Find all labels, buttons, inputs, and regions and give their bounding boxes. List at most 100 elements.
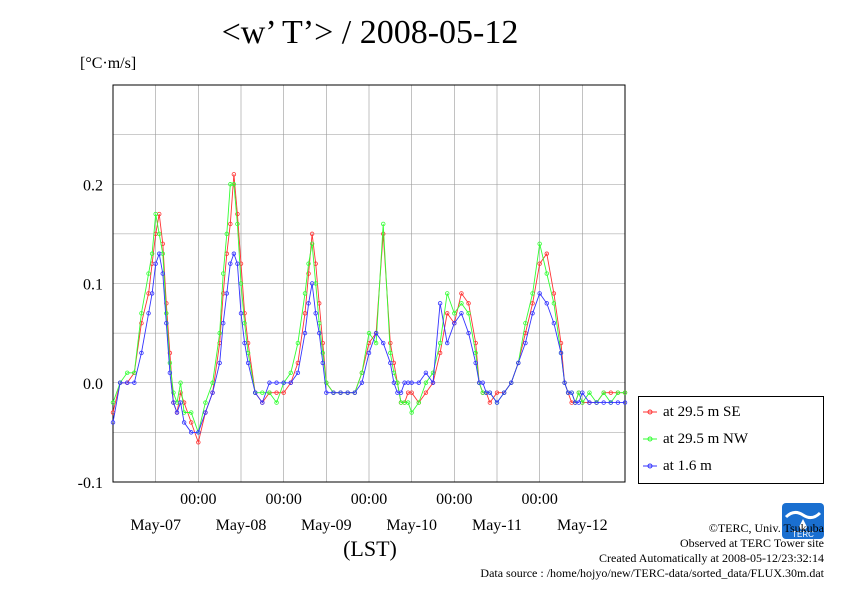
x-date-label: May-12	[557, 517, 608, 534]
data-point-low	[608, 400, 613, 405]
legend-item-se: at 29.5 m SE	[643, 401, 741, 423]
data-point-low	[569, 390, 574, 395]
data-point-low	[423, 370, 429, 376]
data-point-se	[309, 231, 315, 237]
data-point-se	[189, 420, 194, 425]
data-point-se	[302, 311, 308, 316]
data-point-nw	[210, 380, 215, 385]
data-point-low	[509, 380, 514, 385]
data-point-low	[153, 261, 158, 266]
data-point-low	[366, 350, 372, 356]
data-point-se	[235, 211, 240, 217]
data-point-se	[409, 390, 414, 395]
legend-label-se: at 29.5 m SE	[663, 403, 741, 420]
x-tick-label: 00:00	[351, 491, 387, 508]
data-point-nw	[167, 360, 173, 366]
data-point-low	[459, 311, 464, 316]
data-point-se	[231, 172, 237, 177]
credits: ©TERC, Univ. Tsukuba Observed at TERC To…	[480, 521, 824, 581]
data-point-se	[437, 350, 443, 356]
data-point-low	[501, 390, 507, 395]
data-point-nw	[302, 291, 308, 296]
grid-lines	[113, 85, 625, 482]
data-point-nw	[537, 241, 542, 246]
data-point-low	[217, 360, 222, 366]
data-point-se	[306, 271, 311, 276]
data-point-low	[373, 330, 379, 336]
data-point-nw	[260, 390, 265, 395]
data-point-low	[544, 301, 549, 306]
data-point-low	[203, 410, 208, 415]
data-point-nw	[309, 241, 315, 246]
data-point-nw	[437, 340, 443, 346]
data-point-nw	[178, 380, 183, 385]
data-point-nw	[153, 211, 158, 217]
data-point-nw	[203, 400, 208, 405]
data-point-low	[295, 370, 301, 376]
data-point-low	[302, 330, 308, 336]
data-point-se	[459, 291, 464, 296]
data-point-low	[494, 400, 500, 405]
data-point-nw	[149, 251, 155, 256]
data-point-low	[171, 400, 176, 405]
data-point-low	[580, 390, 585, 395]
x-tick-label: 00:00	[265, 491, 301, 508]
data-point-nw	[459, 301, 464, 306]
data-point-low	[288, 380, 293, 385]
data-point-low	[445, 340, 450, 346]
data-point-se	[608, 390, 613, 395]
data-point-nw	[164, 311, 169, 316]
data-point-low	[452, 321, 457, 326]
data-point-nw	[224, 231, 229, 237]
data-point-nw	[405, 400, 411, 405]
data-point-low	[149, 291, 155, 296]
data-point-nw	[466, 311, 471, 316]
chart-title: <w’ T’> / 2008-05-12	[221, 14, 519, 51]
data-point-nw	[295, 340, 301, 346]
x-tick-label: 00:00	[180, 491, 216, 508]
data-point-nw	[551, 301, 557, 306]
data-point-nw	[388, 350, 393, 356]
data-point-se	[487, 400, 493, 405]
data-point-low	[388, 360, 393, 366]
y-tick-label: -0.1	[78, 475, 103, 492]
data-point-low	[409, 380, 414, 385]
legend-marker-se	[643, 409, 657, 415]
data-point-low	[224, 291, 229, 296]
data-point-low	[178, 400, 183, 405]
data-point-nw	[288, 370, 293, 376]
data-point-low	[587, 400, 592, 405]
data-point-nw	[306, 261, 311, 266]
data-point-nw	[235, 221, 240, 227]
data-point-se	[281, 390, 286, 395]
data-point-nw	[359, 370, 365, 376]
data-point-se	[139, 321, 144, 326]
data-point-se	[320, 340, 325, 346]
data-point-low	[167, 370, 173, 376]
data-point-low	[281, 380, 286, 385]
credit-observed: Observed at TERC Tower site	[679, 536, 824, 550]
data-point-nw	[615, 390, 621, 395]
data-point-nw	[221, 271, 226, 276]
legend-item-nw: at 29.5 m NW	[643, 428, 748, 450]
data-point-low	[125, 380, 130, 385]
data-point-low	[391, 380, 397, 385]
x-axis-label: (LST)	[343, 536, 397, 561]
data-point-low	[430, 380, 436, 385]
data-point-low	[622, 400, 628, 405]
data-point-nw	[139, 311, 144, 316]
data-point-low	[117, 380, 123, 385]
series-low	[110, 251, 628, 435]
data-point-nw	[217, 330, 222, 336]
y-tick-label: 0.1	[83, 277, 103, 294]
data-point-low	[437, 301, 443, 306]
data-point-low	[253, 390, 258, 395]
data-point-se	[544, 251, 549, 256]
axis-tick-labels: -0.10.00.10.200:00 00:00 00:00 00:00 00:00Ma…	[78, 177, 608, 534]
data-point-nw	[171, 390, 176, 395]
data-point-low	[245, 360, 251, 366]
data-point-low	[473, 360, 478, 366]
data-point-nw	[157, 231, 162, 237]
data-point-low	[523, 340, 528, 346]
